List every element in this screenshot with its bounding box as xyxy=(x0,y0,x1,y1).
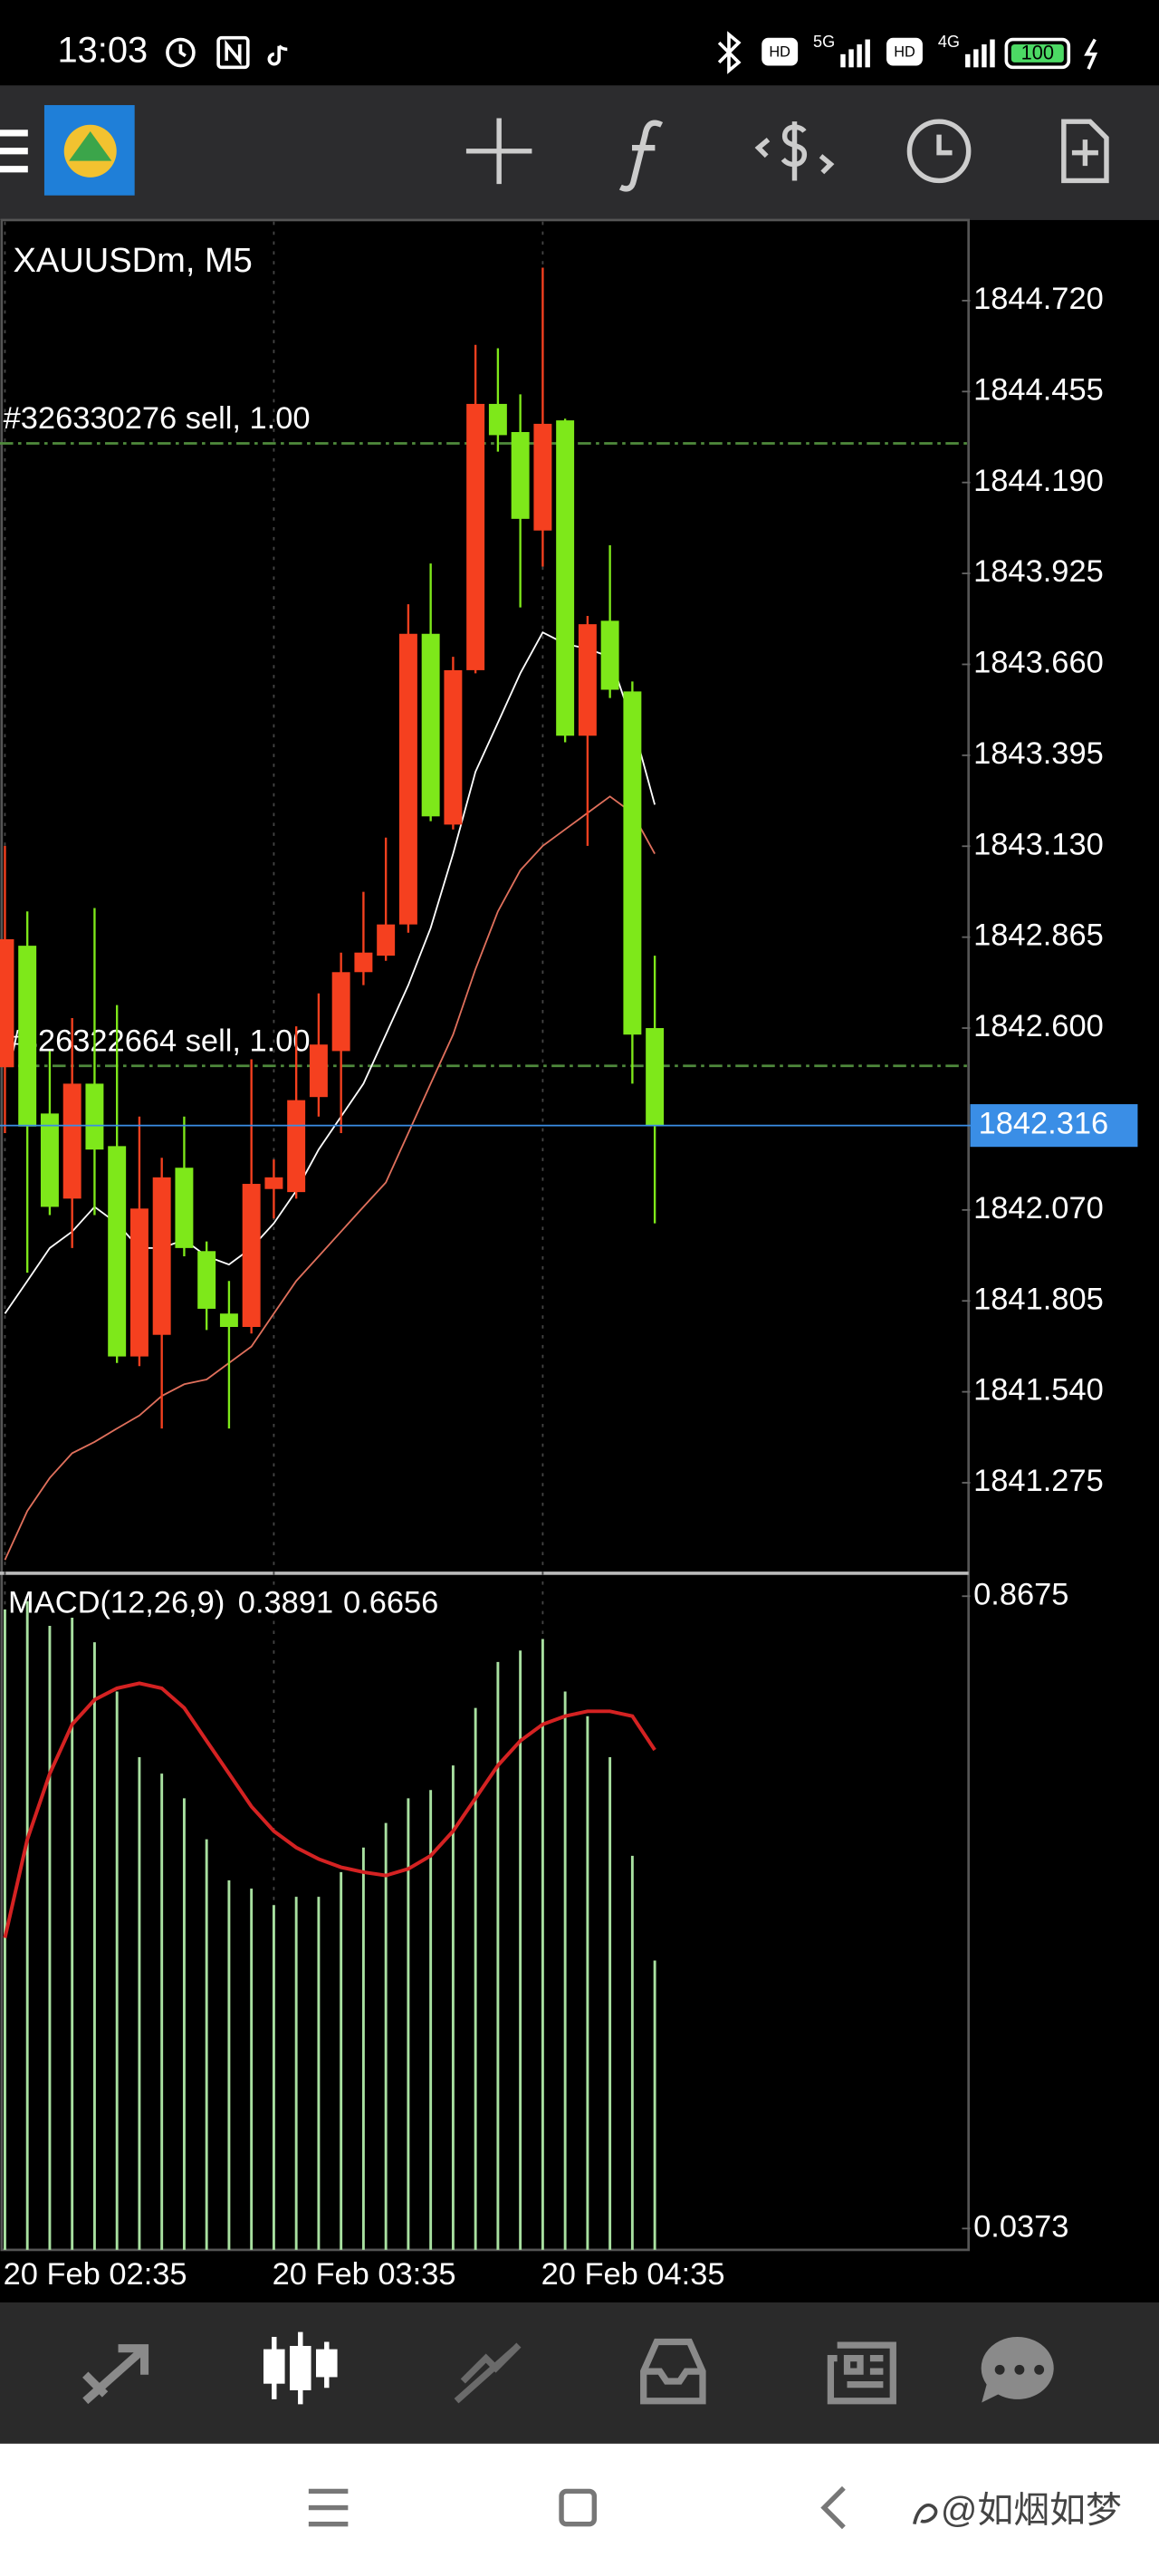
y-tick-label: 1841.275 xyxy=(973,1464,1104,1498)
network-label: 4G xyxy=(938,33,960,51)
y-tick-label: 1843.395 xyxy=(973,736,1104,771)
watermark: @如烟如梦 xyxy=(941,2491,1122,2531)
candle-body xyxy=(129,1208,148,1357)
new-order-button[interactable] xyxy=(1061,119,1109,184)
candle-body xyxy=(40,1113,59,1207)
y-tick-label: 1842.070 xyxy=(973,1191,1104,1226)
current-price-box xyxy=(970,1104,1138,1148)
candle-body xyxy=(556,420,575,736)
candle-body xyxy=(175,1168,194,1248)
tab-news[interactable] xyxy=(827,2341,896,2405)
candle-body xyxy=(309,1044,328,1098)
watermark-logo xyxy=(913,2504,938,2525)
candle-body xyxy=(197,1251,216,1309)
indicator-name: MACD(12,26,9) xyxy=(8,1585,225,1620)
tab-bar xyxy=(0,2302,1159,2444)
y-tick-label: 0.8675 xyxy=(973,1577,1068,1611)
candle-body xyxy=(85,1083,104,1150)
macd-value: 0.3891 xyxy=(238,1585,333,1620)
x-tick-label: 20 Feb 04:35 xyxy=(541,2257,725,2292)
y-tick-label: 1844.455 xyxy=(973,372,1104,407)
candle-body xyxy=(578,624,597,736)
x-tick-label: 20 Feb 02:35 xyxy=(4,2257,187,2292)
nav-home[interactable] xyxy=(559,2488,598,2527)
tab-chart[interactable] xyxy=(263,2331,338,2405)
candle-body xyxy=(219,1313,238,1328)
candle-body xyxy=(0,938,14,1068)
candle-body xyxy=(398,633,417,925)
order-label: #326322664 sell, 1.00 xyxy=(4,1024,311,1058)
history-button[interactable] xyxy=(906,119,972,184)
y-tick-label: 1842.600 xyxy=(973,1009,1104,1043)
moving-average xyxy=(4,795,656,1561)
clock: 13:03 xyxy=(57,31,148,71)
order-label: #326330276 sell, 1.00 xyxy=(4,401,311,436)
trade-button[interactable] xyxy=(754,121,835,181)
candle-body xyxy=(444,669,463,825)
candle-body xyxy=(623,691,642,1035)
y-tick-label: 1842.865 xyxy=(973,918,1104,953)
candle-body xyxy=(62,1083,81,1199)
signal-line xyxy=(3,1681,656,1938)
candle-body xyxy=(264,1177,283,1189)
y-tick-label: 1843.130 xyxy=(973,827,1104,861)
candle-body xyxy=(331,972,350,1052)
candle-body xyxy=(646,1028,665,1126)
y-tick-label: 1841.540 xyxy=(973,1373,1104,1408)
toolbar xyxy=(0,85,1159,220)
tab-quotes[interactable] xyxy=(82,2344,149,2405)
status-icons xyxy=(166,31,1098,74)
network-label: HD xyxy=(894,43,915,60)
indicators-button[interactable] xyxy=(618,120,664,192)
candle-body xyxy=(354,952,373,973)
signal-value: 0.6656 xyxy=(343,1585,438,1620)
crosshair-button[interactable] xyxy=(465,118,532,185)
candle-body xyxy=(488,403,507,436)
nav-back[interactable] xyxy=(820,2485,846,2530)
y-tick-label: 1843.925 xyxy=(973,554,1104,589)
status-bar xyxy=(0,0,1159,86)
candle-body xyxy=(18,946,37,1127)
chart-frame xyxy=(0,218,971,2252)
chart-title: XAUUSDm, M5 xyxy=(14,242,253,280)
current-price-label: 1842.316 xyxy=(979,1107,1109,1141)
tab-trade[interactable] xyxy=(454,2342,522,2404)
y-tick-label: 1844.190 xyxy=(973,464,1104,498)
signal-bars xyxy=(840,39,995,68)
candle-body xyxy=(533,423,552,531)
candle-body xyxy=(466,403,485,670)
y-tick-label: 0.0373 xyxy=(973,2209,1068,2244)
battery-level: 100 xyxy=(1021,42,1054,64)
candle-body xyxy=(287,1100,306,1193)
network-label: 5G xyxy=(813,33,835,51)
indicator-label: MACD(12,26,9) 0.3891 0.6656 xyxy=(8,1585,438,1620)
app-icon[interactable] xyxy=(43,105,135,196)
x-tick-label: 20 Feb 03:35 xyxy=(273,2257,456,2292)
y-tick-label: 1841.805 xyxy=(973,1282,1104,1316)
menu-button[interactable] xyxy=(0,130,28,173)
candle-body xyxy=(377,924,396,956)
tab-history[interactable] xyxy=(640,2338,706,2405)
tab-chat[interactable] xyxy=(981,2337,1054,2403)
network-label: HD xyxy=(769,43,790,60)
y-tick-label: 1844.720 xyxy=(973,282,1104,316)
candle-body xyxy=(242,1184,261,1328)
candle-body xyxy=(511,431,530,519)
candle-body xyxy=(108,1146,127,1357)
y-tick-label: 1843.660 xyxy=(973,646,1104,680)
candle-body xyxy=(152,1177,171,1335)
nav-bar xyxy=(0,2443,1159,2576)
candle-body xyxy=(421,633,440,817)
nav-menu[interactable] xyxy=(308,2488,349,2527)
candle-body xyxy=(600,620,619,690)
